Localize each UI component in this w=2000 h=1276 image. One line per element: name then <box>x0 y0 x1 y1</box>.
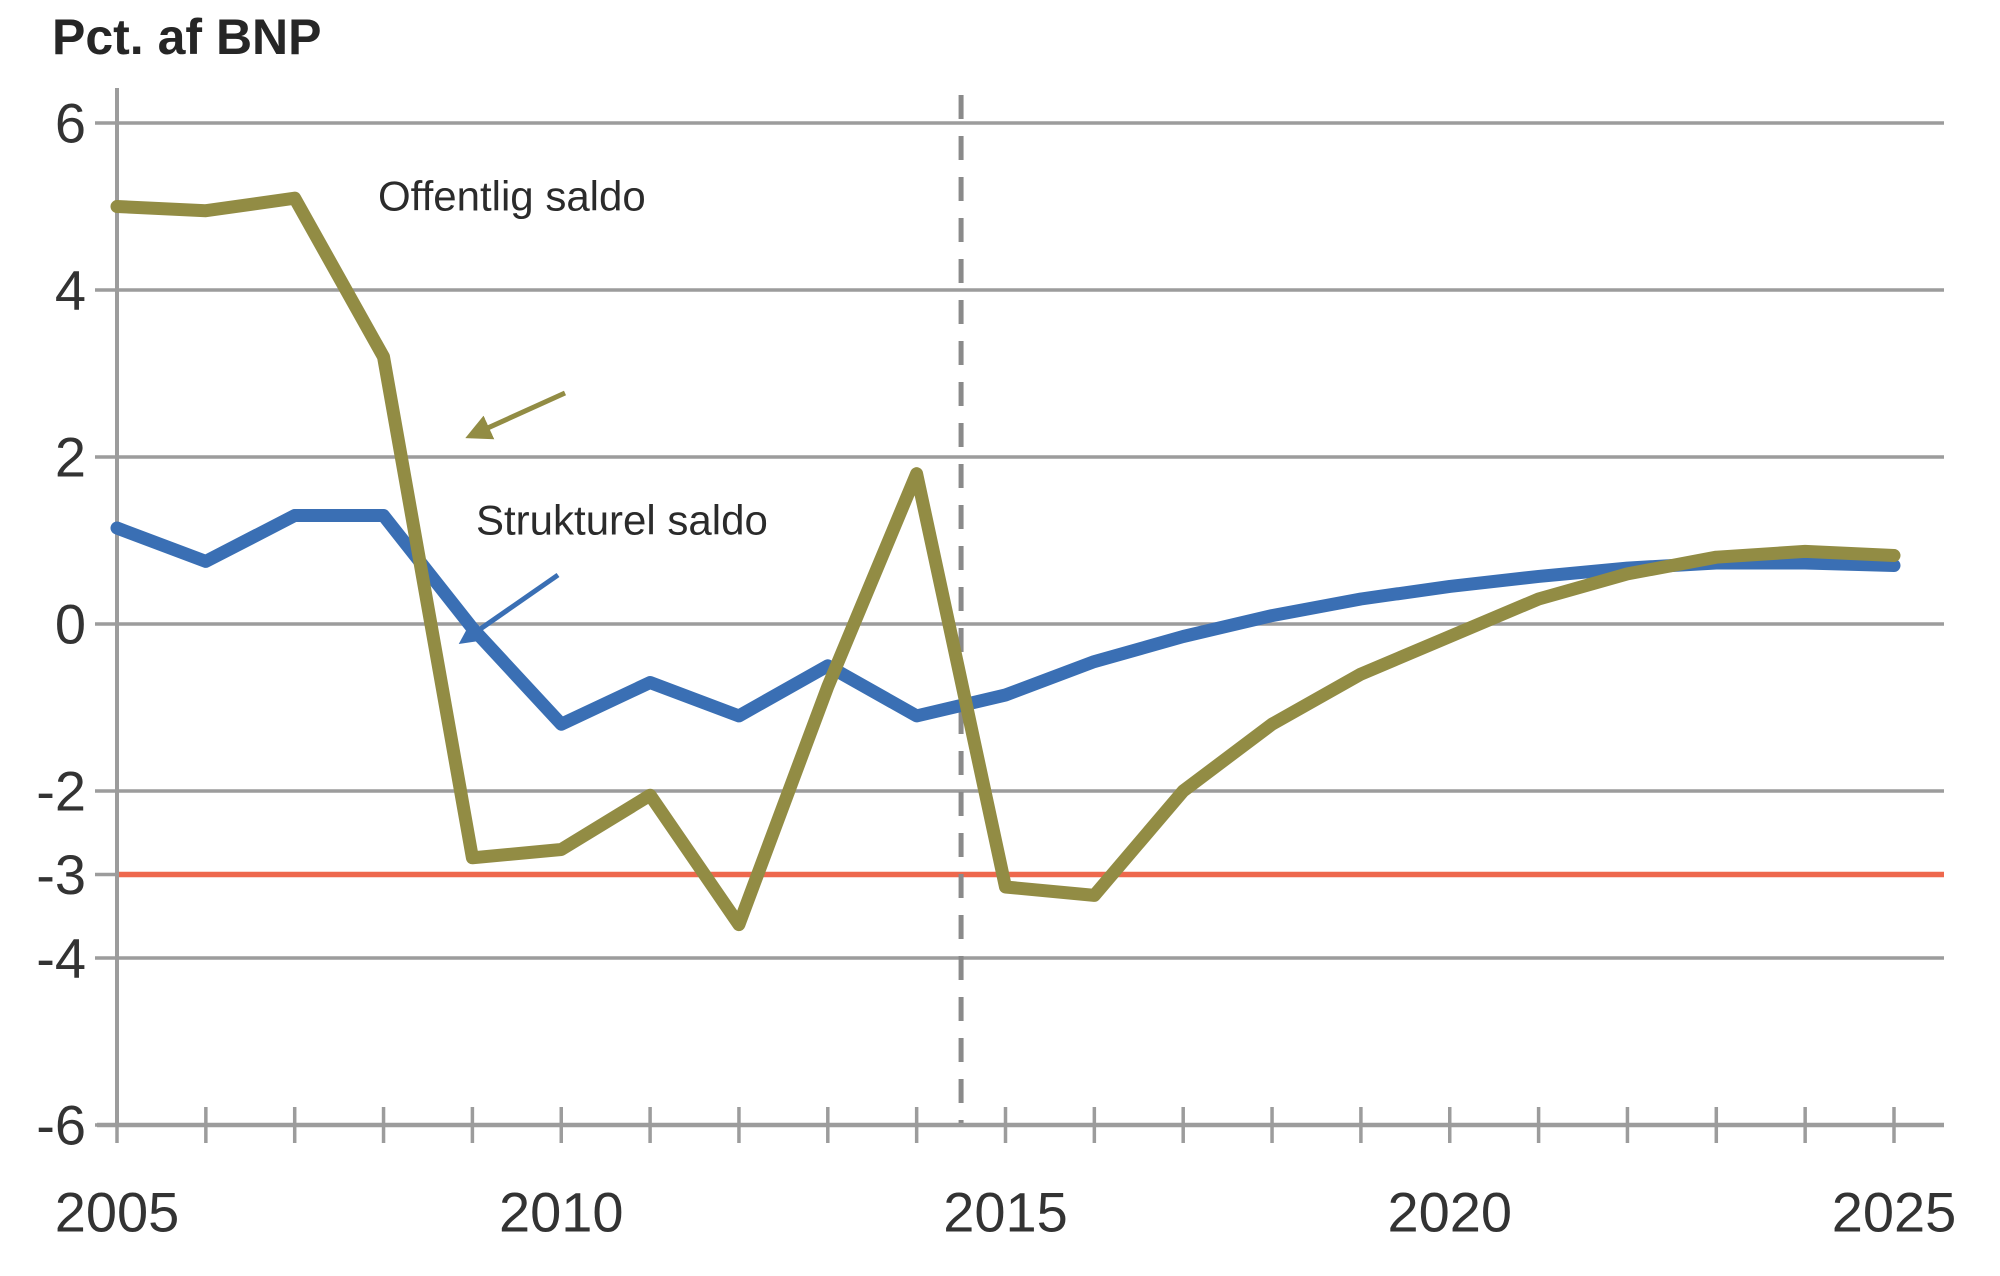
y-tick-label: 0 <box>55 593 86 656</box>
x-tick-label: 2020 <box>1387 1181 1512 1244</box>
x-tick-label: 2005 <box>55 1181 180 1244</box>
offentlig-saldo-line <box>110 191 1901 932</box>
y-tick-label: 2 <box>55 426 86 489</box>
y-tick-label: 6 <box>55 92 86 155</box>
annotation-label: Strukturel saldo <box>476 497 768 544</box>
y-tick-label: 4 <box>55 259 86 322</box>
strukturel-saldo-line <box>110 509 1901 731</box>
annotation-arrow <box>458 572 560 644</box>
x-tick-label: 2015 <box>943 1181 1068 1244</box>
x-tick-label: 2025 <box>1832 1181 1957 1244</box>
y-tick-label: -4 <box>36 927 86 990</box>
x-tick-label: 2010 <box>499 1181 624 1244</box>
y-tick-label: -3 <box>36 843 86 906</box>
annotation-arrow <box>465 390 567 440</box>
y-tick-label: -2 <box>36 760 86 823</box>
chart-title: Pct. af BNP <box>52 9 322 65</box>
annotation-label: Offentlig saldo <box>378 173 646 220</box>
y-tick-label: -6 <box>36 1094 86 1157</box>
